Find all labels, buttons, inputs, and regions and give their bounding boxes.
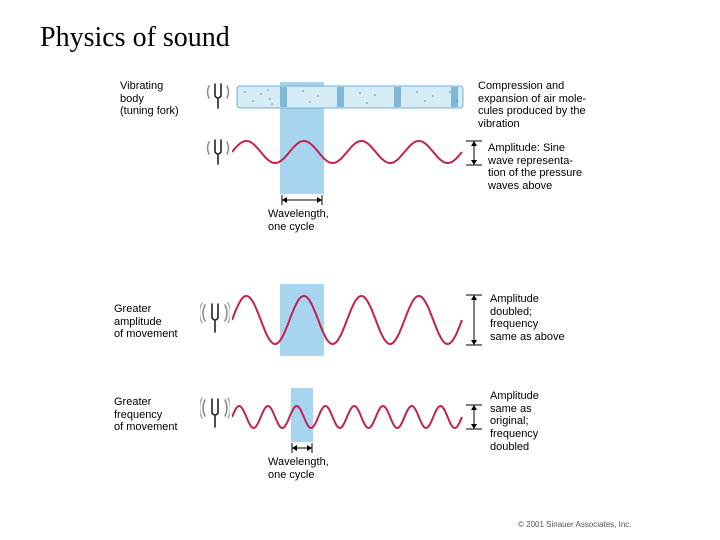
sine-wave-3	[232, 395, 466, 439]
tuning-fork-icon	[200, 302, 230, 336]
label-wavelength-1: Wavelength,one cycle	[268, 208, 329, 233]
amplitude-arrow-1	[464, 138, 484, 168]
copyright-text: © 2001 Sinauer Associates, Inc.	[518, 520, 632, 529]
label-greater-frequency: Greaterfrequencyof movement	[114, 396, 196, 434]
tuning-fork-icon	[205, 138, 231, 168]
label-vibrating-body: Vibratingbody(tuning fork)	[120, 80, 198, 118]
wavelength-arrow-1	[276, 194, 328, 206]
wavelength-arrow-3	[287, 442, 317, 454]
amplitude-arrow-3	[464, 402, 484, 432]
label-compression: Compression andexpansion of air mole-cul…	[478, 80, 618, 131]
label-amp-doubled: Amplitudedoubled;frequencysame as above	[490, 293, 600, 344]
tuning-fork-icon	[200, 397, 230, 431]
label-freq-doubled: Amplitudesame asoriginal;frequencydouble…	[490, 390, 590, 453]
label-wavelength-3: Wavelength,one cycle	[268, 456, 329, 481]
page-title: Physics of sound	[40, 22, 230, 54]
label-greater-amplitude: Greateramplitudeof movement	[114, 303, 196, 341]
air-cylinder	[235, 84, 465, 110]
amplitude-arrow-2	[464, 292, 484, 348]
label-amplitude-sine: Amplitude: Sinewave representa-tion of t…	[488, 142, 618, 193]
tuning-fork-icon	[205, 82, 231, 112]
sine-wave-2	[232, 285, 466, 355]
sine-wave-1	[232, 130, 466, 174]
